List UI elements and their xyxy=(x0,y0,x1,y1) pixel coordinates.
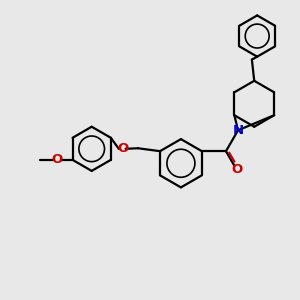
Text: O: O xyxy=(231,163,242,176)
Text: O: O xyxy=(117,142,128,155)
Text: N: N xyxy=(232,124,244,137)
Text: O: O xyxy=(52,153,63,167)
